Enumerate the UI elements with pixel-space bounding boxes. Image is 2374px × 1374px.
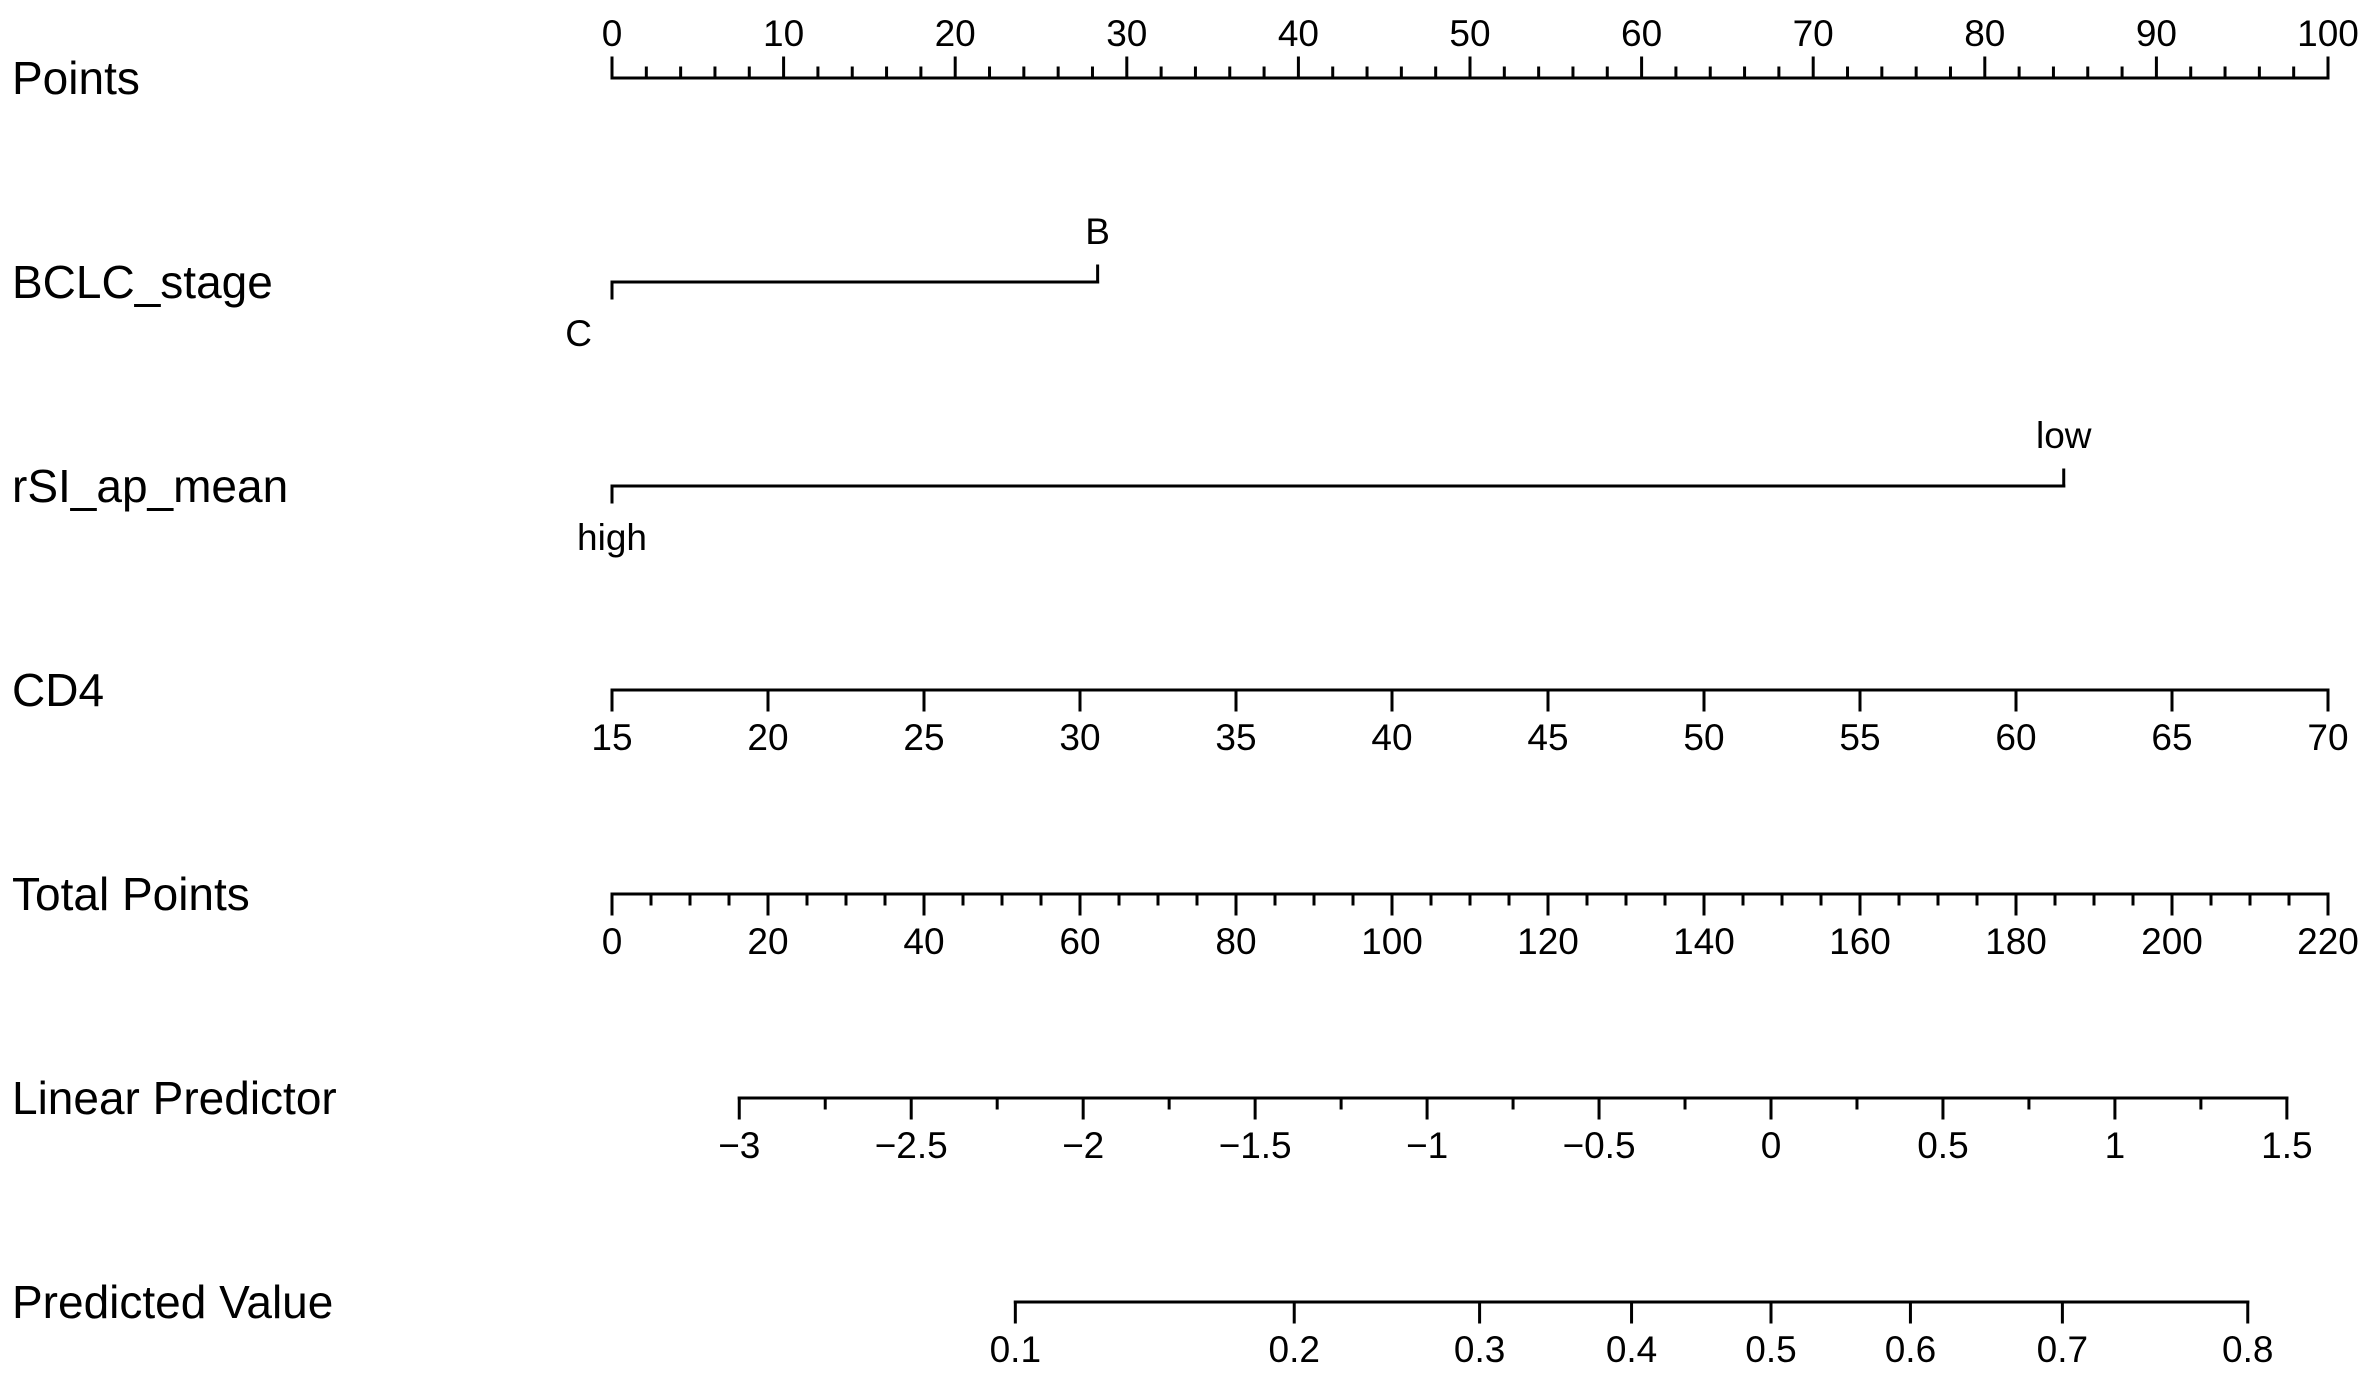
tick-label: 65 (2151, 717, 2192, 758)
tick-label: 0 (602, 921, 623, 962)
tick-label: 50 (1449, 13, 1490, 54)
tick-label: 80 (1964, 13, 2005, 54)
tick-label: 45 (1527, 717, 1568, 758)
tick-label: 10 (763, 13, 804, 54)
tick-label: 0.6 (1885, 1329, 1936, 1370)
row-label: Linear Predictor (12, 1072, 337, 1124)
tick-label: −2 (1062, 1125, 1104, 1166)
tick-label: 30 (1106, 13, 1147, 54)
row-linear-predictor: Linear Predictor −3 −2.5 −2 −1.5 −1 −0.5 0 0.5 1 1… (12, 1072, 2313, 1166)
category-label: high (577, 517, 647, 558)
tick-label: 100 (2297, 13, 2359, 54)
tick-label: 0 (1761, 1125, 1782, 1166)
tick-label: 80 (1215, 921, 1256, 962)
tick-label: 40 (903, 921, 944, 962)
tick-label: 180 (1985, 921, 2047, 962)
tick-label: 0.5 (1917, 1125, 1968, 1166)
row-total-points: Total Points 0 20 40 60 80 100 120 140 160 180 200 2… (12, 868, 2359, 962)
row-label: CD4 (12, 664, 104, 716)
tick-label: 0.1 (990, 1329, 1041, 1370)
tick-label: 20 (747, 717, 788, 758)
tick-label: 70 (1793, 13, 1834, 54)
row-cd4: CD4 15 20 25 30 35 40 45 50 55 60 65 70 (12, 664, 2349, 758)
tick-label: 160 (1829, 921, 1891, 962)
tick-label: −2.5 (875, 1125, 948, 1166)
tick-label: 1 (2105, 1125, 2126, 1166)
tick-label: 120 (1517, 921, 1579, 962)
tick-label: 60 (1059, 921, 1100, 962)
tick-label: 55 (1839, 717, 1880, 758)
tick-label: 30 (1059, 717, 1100, 758)
tick-label: 1.5 (2261, 1125, 2312, 1166)
tick-label: 25 (903, 717, 944, 758)
tick-label: 140 (1673, 921, 1735, 962)
tick-label: 0.8 (2222, 1329, 2273, 1370)
tick-label: 20 (747, 921, 788, 962)
row-label: Total Points (12, 868, 250, 920)
category-label: low (2036, 415, 2092, 456)
tick-label: 90 (2136, 13, 2177, 54)
tick-label: 40 (1278, 13, 1319, 54)
tick-label: 40 (1371, 717, 1412, 758)
tick-label: −3 (718, 1125, 760, 1166)
row-label: Predicted Value (12, 1276, 333, 1328)
category-label: B (1085, 211, 1110, 252)
tick-label: −1.5 (1219, 1125, 1292, 1166)
tick-label: 0.2 (1269, 1329, 1320, 1370)
tick-label: 35 (1215, 717, 1256, 758)
tick-label: 220 (2297, 921, 2359, 962)
tick-label: 0.5 (1745, 1329, 1796, 1370)
tick-label: −1 (1406, 1125, 1448, 1166)
tick-label: 200 (2141, 921, 2203, 962)
tick-label: 70 (2307, 717, 2348, 758)
tick-label: 100 (1361, 921, 1423, 962)
row-label: Points (12, 52, 140, 104)
tick-label: 50 (1683, 717, 1724, 758)
tick-label: 60 (1621, 13, 1662, 54)
row-label: BCLC_stage (12, 256, 273, 308)
tick-label: 60 (1995, 717, 2036, 758)
row-points: Points 0 10 20 30 40 50 60 70 80 90 100 (12, 13, 2359, 104)
tick-label: 0.3 (1454, 1329, 1505, 1370)
row-predicted-value: Predicted Value 0.1 0.2 0.3 0.4 0.5 0.6 0.7 0.8 (12, 1276, 2273, 1370)
category-label: C (565, 313, 592, 354)
tick-label: 20 (935, 13, 976, 54)
tick-label: −0.5 (1563, 1125, 1636, 1166)
row-bclc-stage: BCLC_stage C B (12, 211, 1110, 354)
tick-label: 0.7 (2037, 1329, 2088, 1370)
row-label: rSI_ap_mean (12, 460, 288, 512)
tick-label: 15 (591, 717, 632, 758)
tick-label: 0.4 (1606, 1329, 1657, 1370)
tick-label: 0 (602, 13, 623, 54)
